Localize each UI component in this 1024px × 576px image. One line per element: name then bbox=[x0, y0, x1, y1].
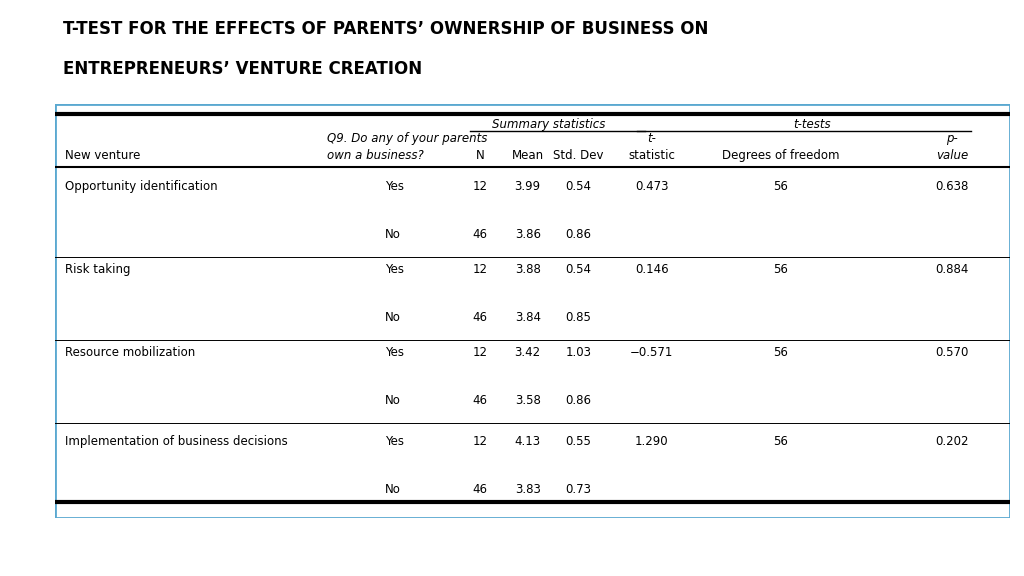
Text: 3.42: 3.42 bbox=[515, 346, 541, 359]
Text: Mean: Mean bbox=[512, 149, 544, 162]
Text: Degrees of freedom: Degrees of freedom bbox=[722, 149, 840, 162]
Text: 3.83: 3.83 bbox=[515, 483, 541, 496]
FancyBboxPatch shape bbox=[55, 104, 1010, 518]
Text: 0.638: 0.638 bbox=[936, 180, 969, 193]
Text: 0.86: 0.86 bbox=[565, 394, 591, 407]
Text: 0.54: 0.54 bbox=[565, 180, 591, 193]
Text: 46: 46 bbox=[472, 394, 487, 407]
Text: Yes: Yes bbox=[385, 346, 403, 359]
Text: Std. Dev: Std. Dev bbox=[553, 149, 603, 162]
Text: 3.99: 3.99 bbox=[515, 180, 541, 193]
Text: 46: 46 bbox=[472, 483, 487, 496]
Text: Yes: Yes bbox=[385, 180, 403, 193]
Text: 0.85: 0.85 bbox=[565, 311, 591, 324]
Text: Q9. Do any of your parents: Q9. Do any of your parents bbox=[328, 132, 487, 145]
Text: No: No bbox=[385, 483, 400, 496]
Text: 0.55: 0.55 bbox=[565, 435, 591, 448]
Text: 0.54: 0.54 bbox=[565, 263, 591, 276]
Text: p-: p- bbox=[946, 132, 958, 145]
Text: 1.03: 1.03 bbox=[565, 346, 591, 359]
Text: 0.86: 0.86 bbox=[565, 228, 591, 241]
Text: Opportunity identification: Opportunity identification bbox=[65, 180, 217, 193]
Text: 0.570: 0.570 bbox=[936, 346, 969, 359]
Text: 12: 12 bbox=[472, 180, 487, 193]
Text: 56: 56 bbox=[773, 263, 788, 276]
Text: Resource mobilization: Resource mobilization bbox=[65, 346, 196, 359]
Text: Risk taking: Risk taking bbox=[65, 263, 130, 276]
Text: Summary statistics: Summary statistics bbox=[492, 118, 605, 131]
Text: 56: 56 bbox=[773, 346, 788, 359]
Text: 0.884: 0.884 bbox=[936, 263, 969, 276]
Text: Implementation of business decisions: Implementation of business decisions bbox=[65, 435, 288, 448]
Text: own a business?: own a business? bbox=[328, 149, 424, 162]
Text: value: value bbox=[936, 149, 969, 162]
Text: 1.290: 1.290 bbox=[635, 435, 669, 448]
Text: 12: 12 bbox=[472, 435, 487, 448]
Text: 56: 56 bbox=[773, 180, 788, 193]
Text: 0.473: 0.473 bbox=[635, 180, 669, 193]
Text: 56: 56 bbox=[773, 435, 788, 448]
Text: No: No bbox=[385, 311, 400, 324]
Text: 3.86: 3.86 bbox=[515, 228, 541, 241]
Text: 12: 12 bbox=[472, 346, 487, 359]
Text: 46: 46 bbox=[472, 228, 487, 241]
Text: 3.84: 3.84 bbox=[515, 311, 541, 324]
Text: 0.146: 0.146 bbox=[635, 263, 669, 276]
Text: 0.73: 0.73 bbox=[565, 483, 591, 496]
Text: ENTREPRENEURS’ VENTURE CREATION: ENTREPRENEURS’ VENTURE CREATION bbox=[63, 60, 423, 78]
Text: N: N bbox=[475, 149, 484, 162]
Text: 0.202: 0.202 bbox=[936, 435, 969, 448]
Text: T-TEST FOR THE EFFECTS OF PARENTS’ OWNERSHIP OF BUSINESS ON: T-TEST FOR THE EFFECTS OF PARENTS’ OWNER… bbox=[63, 20, 709, 38]
Text: t-: t- bbox=[647, 132, 656, 145]
Text: −0.571: −0.571 bbox=[630, 346, 674, 359]
Text: New venture: New venture bbox=[65, 149, 140, 162]
Text: Yes: Yes bbox=[385, 263, 403, 276]
Text: No: No bbox=[385, 394, 400, 407]
Text: statistic: statistic bbox=[629, 149, 675, 162]
Text: 3.58: 3.58 bbox=[515, 394, 541, 407]
Text: 46: 46 bbox=[472, 311, 487, 324]
Text: No: No bbox=[385, 228, 400, 241]
Text: 12: 12 bbox=[472, 263, 487, 276]
Text: t-tests: t-tests bbox=[793, 118, 830, 131]
Text: 4.13: 4.13 bbox=[515, 435, 541, 448]
Text: Yes: Yes bbox=[385, 435, 403, 448]
Text: 3.88: 3.88 bbox=[515, 263, 541, 276]
